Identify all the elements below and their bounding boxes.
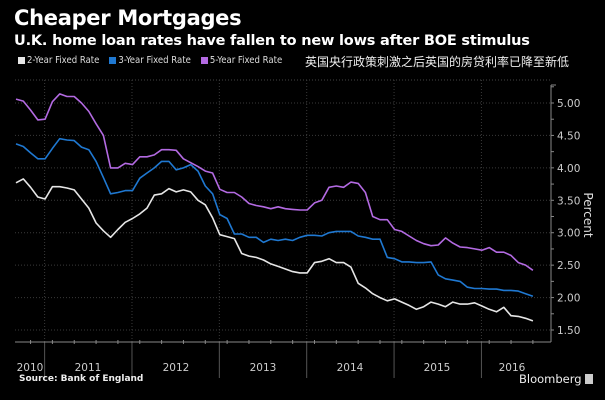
y-tick-label: 5.00 xyxy=(557,98,580,110)
y-tick-label: 4.50 xyxy=(557,130,580,142)
y-tick-label: 2.00 xyxy=(557,293,580,305)
legend-swatch-2yr xyxy=(18,57,25,64)
y-axis: 5.00 4.50 4.00 3.50 3.00 2.50 2.00 1.50 xyxy=(550,84,580,342)
series-line-2yr xyxy=(15,178,534,322)
y-tick-label: 4.00 xyxy=(557,163,580,175)
x-tick-label: 2010 xyxy=(17,362,44,374)
x-tick-label: 2015 xyxy=(424,362,451,374)
legend: 2-Year Fixed Rate 3-Year Fixed Rate 5-Ye… xyxy=(18,55,282,66)
chart-subtitle: U.K. home loan rates have fallen to new … xyxy=(14,33,530,49)
series-line-3yr xyxy=(15,137,534,298)
brand-name: Bloomberg xyxy=(519,372,582,386)
legend-item-2yr: 2-Year Fixed Rate xyxy=(18,55,99,66)
y-tick-label: 2.50 xyxy=(557,260,580,272)
grid-lines xyxy=(15,79,551,342)
bloomberg-logo: Bloomberg xyxy=(519,372,593,386)
x-tick-label: 2011 xyxy=(75,362,102,374)
x-tick-label: 2016 xyxy=(499,362,526,374)
series-lines xyxy=(15,93,534,322)
legend-swatch-3yr xyxy=(109,57,117,64)
chinese-caption: 英国央行政策刺激之后英国的房贷利率已降至新低 xyxy=(305,55,570,69)
series-line-5yr xyxy=(15,93,534,271)
legend-label-3yr: 3-Year Fixed Rate xyxy=(118,55,191,66)
x-tick-label: 2012 xyxy=(163,362,190,374)
y-tick-label: 1.50 xyxy=(557,325,580,337)
source-note: Source: Bank of England xyxy=(19,374,144,384)
x-axis: 2010 2011 2012 2013 2014 2015 2016 xyxy=(15,340,551,378)
legend-item-3yr: 3-Year Fixed Rate xyxy=(109,55,191,66)
y-tick-label: 3.00 xyxy=(557,228,580,240)
legend-item-5yr: 5-Year Fixed Rate xyxy=(200,55,283,66)
chart-title: Cheaper Mortgages xyxy=(14,6,242,30)
y-axis-label: Percent xyxy=(581,192,595,237)
x-tick-label: 2013 xyxy=(250,362,277,374)
y-tick-label: 3.50 xyxy=(557,195,580,207)
bloomberg-mark-icon xyxy=(584,374,593,384)
x-tick-label: 2014 xyxy=(337,362,364,374)
legend-swatch-5yr xyxy=(200,57,208,64)
legend-label-2yr: 2-Year Fixed Rate xyxy=(27,55,100,66)
legend-label-5yr: 5-Year Fixed Rate xyxy=(209,55,283,66)
